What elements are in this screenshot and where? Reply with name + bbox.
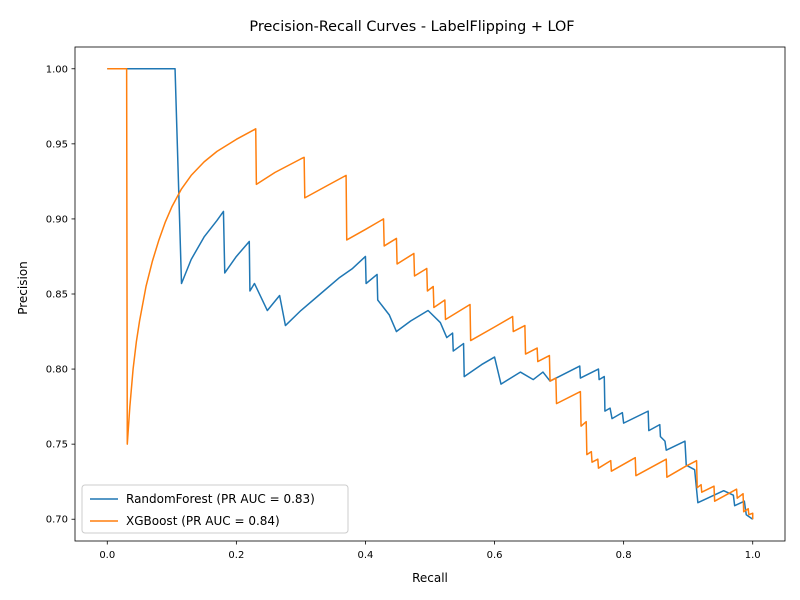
y-tick-label: 0.85	[46, 290, 68, 301]
x-tick-label: 1.0	[745, 550, 761, 561]
x-tick-label: 0.8	[616, 550, 632, 561]
x-axis-label: Recall	[412, 571, 448, 585]
series-line-randomforest	[107, 68, 754, 520]
chart-title: Precision-Recall Curves - LabelFlipping …	[249, 19, 574, 35]
legend-label-xgboost: XGBoost (PR AUC = 0.84)	[126, 514, 280, 528]
plot-area: 0.0 0.2 0.4 0.6 0.8 1.0 0.70 0.75 0.80 0.85 0.90 0.…	[46, 46, 786, 561]
y-tick-label: 0.90	[46, 214, 68, 225]
y-tick-label: 1.00	[46, 64, 68, 75]
legend: RandomForest (PR AUC = 0.83) XGBoost (PR…	[81, 484, 349, 534]
series-layer	[107, 68, 754, 520]
y-tick-label: 0.75	[46, 440, 68, 451]
x-tick-label: 0.6	[487, 550, 503, 561]
x-tick-label: 0.4	[358, 550, 374, 561]
y-axis-label: Precision	[16, 261, 30, 315]
y-tick-label: 0.80	[46, 365, 68, 376]
x-tick-label: 0.0	[99, 550, 115, 561]
y-tick-label: 0.70	[46, 515, 68, 526]
legend-label-randomforest: RandomForest (PR AUC = 0.83)	[126, 492, 315, 506]
x-tick-label: 0.2	[228, 550, 244, 561]
axes-layer: 0.0 0.2 0.4 0.6 0.8 1.0 0.70 0.75 0.80 0.85 0.90 0.…	[46, 46, 786, 561]
y-tick-label: 0.95	[46, 139, 68, 150]
series-line-xgboost	[107, 68, 754, 520]
legend-frame	[81, 484, 349, 534]
